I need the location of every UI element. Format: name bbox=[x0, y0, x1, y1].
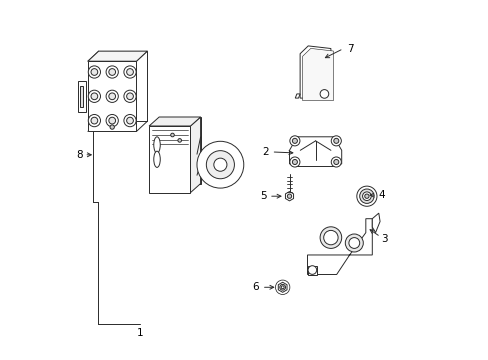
Polygon shape bbox=[88, 51, 147, 61]
Circle shape bbox=[320, 227, 341, 248]
Polygon shape bbox=[289, 137, 341, 166]
Circle shape bbox=[197, 141, 244, 188]
Circle shape bbox=[123, 66, 136, 78]
Circle shape bbox=[333, 138, 338, 143]
Polygon shape bbox=[295, 94, 300, 98]
Circle shape bbox=[88, 114, 101, 127]
Circle shape bbox=[178, 139, 181, 142]
Text: 7: 7 bbox=[346, 44, 353, 54]
Circle shape bbox=[109, 93, 115, 100]
Circle shape bbox=[348, 238, 359, 248]
Circle shape bbox=[359, 189, 373, 203]
Bar bbox=[88, 61, 136, 131]
Polygon shape bbox=[307, 219, 371, 274]
Circle shape bbox=[123, 114, 136, 127]
Circle shape bbox=[307, 266, 316, 274]
Polygon shape bbox=[285, 192, 293, 201]
Polygon shape bbox=[278, 282, 286, 292]
Polygon shape bbox=[302, 48, 333, 100]
Circle shape bbox=[356, 186, 376, 206]
Circle shape bbox=[206, 151, 234, 179]
Circle shape bbox=[106, 114, 118, 127]
Text: 6: 6 bbox=[252, 282, 259, 292]
Polygon shape bbox=[190, 117, 200, 193]
Circle shape bbox=[109, 69, 115, 75]
Circle shape bbox=[330, 136, 341, 146]
Circle shape bbox=[88, 66, 101, 78]
Text: 4: 4 bbox=[377, 190, 384, 200]
Circle shape bbox=[91, 93, 98, 100]
Circle shape bbox=[126, 117, 133, 124]
Circle shape bbox=[126, 93, 133, 100]
Circle shape bbox=[109, 117, 115, 124]
Ellipse shape bbox=[153, 137, 160, 153]
Text: 3: 3 bbox=[380, 234, 386, 244]
Polygon shape bbox=[159, 117, 200, 184]
Text: 1: 1 bbox=[137, 328, 143, 338]
Polygon shape bbox=[300, 46, 330, 98]
Circle shape bbox=[287, 194, 291, 198]
Text: 2: 2 bbox=[262, 147, 268, 157]
Circle shape bbox=[292, 159, 297, 165]
Circle shape bbox=[333, 159, 338, 165]
Polygon shape bbox=[371, 213, 379, 233]
Polygon shape bbox=[307, 266, 317, 274]
Circle shape bbox=[91, 117, 98, 124]
Polygon shape bbox=[149, 117, 200, 126]
Circle shape bbox=[170, 133, 174, 137]
Circle shape bbox=[281, 286, 284, 289]
Circle shape bbox=[110, 125, 114, 129]
Bar bbox=[78, 81, 85, 112]
Circle shape bbox=[320, 90, 328, 98]
Circle shape bbox=[279, 284, 285, 290]
Circle shape bbox=[106, 90, 118, 102]
Bar bbox=[149, 126, 190, 193]
Text: 8: 8 bbox=[76, 150, 83, 160]
Circle shape bbox=[123, 90, 136, 102]
Circle shape bbox=[88, 90, 101, 102]
Circle shape bbox=[275, 280, 289, 294]
Circle shape bbox=[289, 157, 299, 167]
Text: 5: 5 bbox=[260, 191, 266, 201]
Circle shape bbox=[364, 194, 368, 198]
Circle shape bbox=[91, 69, 98, 75]
Polygon shape bbox=[99, 51, 147, 121]
Circle shape bbox=[213, 158, 226, 171]
Circle shape bbox=[345, 234, 363, 252]
Circle shape bbox=[362, 192, 370, 201]
Circle shape bbox=[323, 230, 337, 245]
Bar bbox=[80, 85, 83, 107]
Ellipse shape bbox=[153, 151, 160, 167]
Circle shape bbox=[330, 157, 341, 167]
Circle shape bbox=[289, 136, 299, 146]
Circle shape bbox=[126, 69, 133, 75]
Circle shape bbox=[292, 138, 297, 143]
Circle shape bbox=[106, 66, 118, 78]
